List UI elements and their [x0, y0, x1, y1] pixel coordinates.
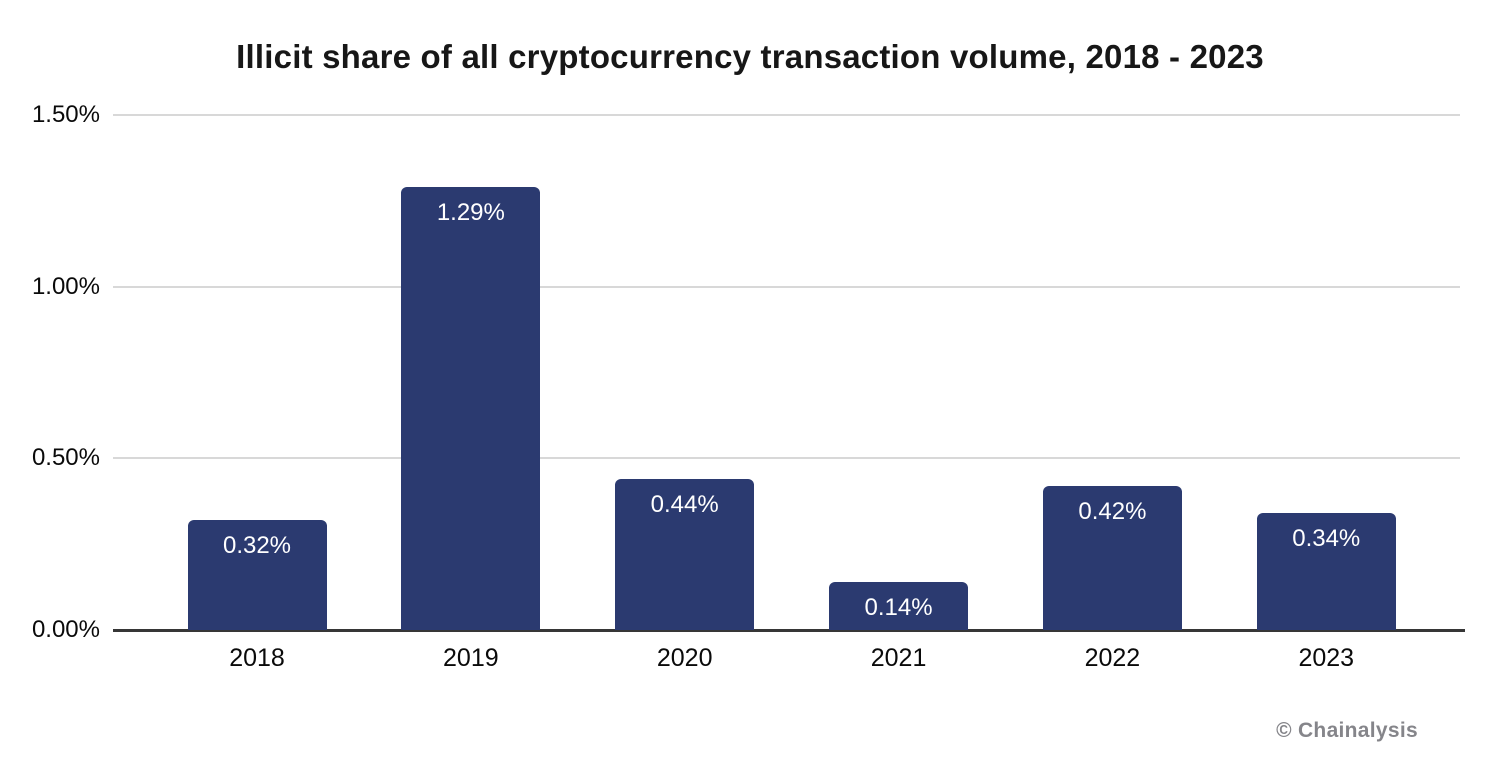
y-tick-label: 0.50%	[31, 444, 100, 472]
x-tick-label-2022: 2022	[1084, 644, 1141, 672]
gridline-1.50%	[113, 114, 1460, 116]
x-tick-label-2023: 2023	[1298, 644, 1355, 672]
bar-value-label-2021: 0.14%	[864, 593, 933, 621]
x-tick-label-2018: 2018	[229, 644, 285, 672]
y-tick-label: 1.00%	[31, 272, 100, 300]
bar-value-label-2020: 0.44%	[650, 490, 719, 518]
gridline-1.00%	[113, 285, 1460, 288]
bar-value-label-2022: 0.42%	[1078, 497, 1147, 525]
bar-2019	[401, 187, 541, 630]
bar-2021	[829, 581, 969, 630]
bar-2018	[187, 520, 327, 630]
chart-title: Illicit share of all cryptocurrency tran…	[236, 38, 1264, 75]
bar-value-label-2019: 1.29%	[436, 199, 505, 227]
gridline-0.50%	[113, 457, 1460, 460]
bar-2023	[1256, 513, 1396, 630]
x-tick-label-2019: 2019	[443, 644, 499, 672]
bar-2020	[615, 478, 755, 630]
bar-2022	[1042, 485, 1182, 630]
bar-value-label-2018: 0.32%	[222, 532, 292, 560]
y-tick-label: 1.50%	[31, 101, 100, 128]
chainalysis-watermark: © Chainalysis	[1276, 719, 1418, 742]
y-tick-label: 0.00%	[31, 616, 100, 643]
bar-value-label-2023: 0.34%	[1292, 525, 1361, 553]
x-axis-line	[113, 629, 1465, 632]
x-tick-label-2021: 2021	[870, 644, 927, 672]
x-tick-label-2020: 2020	[656, 644, 713, 672]
